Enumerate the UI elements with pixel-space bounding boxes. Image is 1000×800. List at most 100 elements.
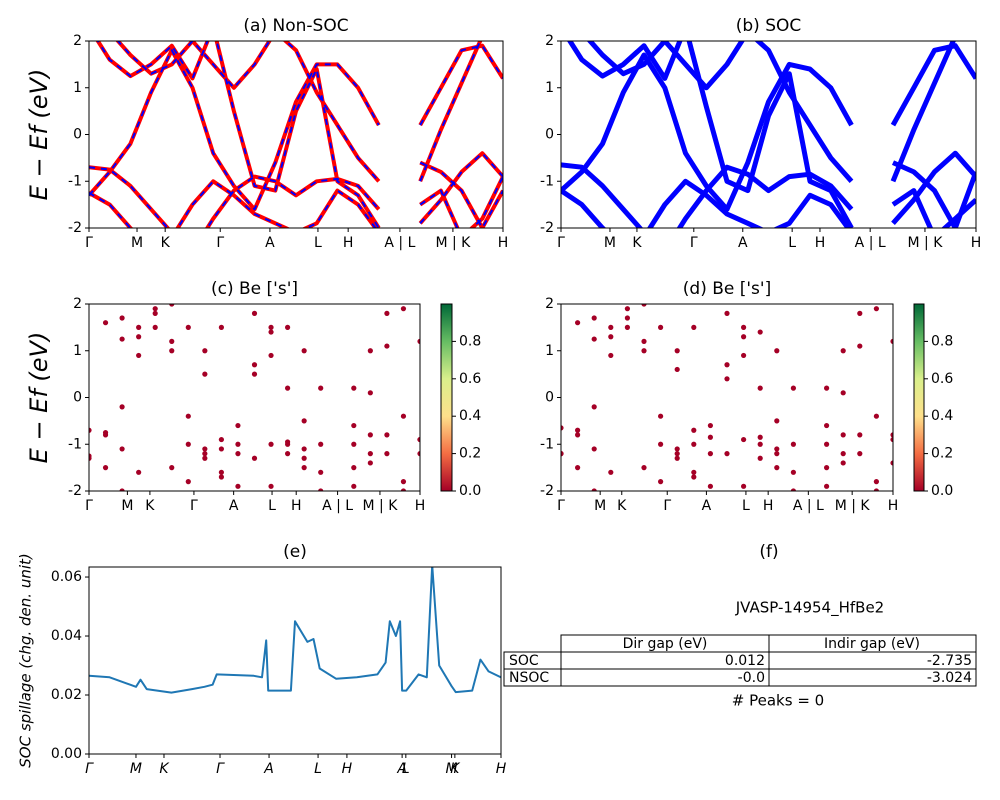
band-point bbox=[417, 451, 420, 457]
x-tick-label: L bbox=[788, 235, 796, 251]
band-line bbox=[89, 161, 503, 228]
band-point bbox=[558, 278, 563, 283]
band-point bbox=[857, 343, 863, 349]
band-point bbox=[301, 455, 307, 461]
band-point bbox=[591, 446, 597, 452]
band-point bbox=[251, 362, 258, 368]
band-point bbox=[591, 336, 597, 342]
band-point bbox=[774, 348, 780, 354]
band-point bbox=[251, 371, 258, 377]
band-point bbox=[774, 446, 780, 452]
x-tick-label: A bbox=[396, 761, 407, 777]
band-point bbox=[707, 451, 714, 457]
x-tick-label: M | K bbox=[435, 235, 471, 251]
band-point bbox=[840, 432, 846, 438]
band-point bbox=[890, 460, 893, 466]
band-point bbox=[351, 385, 357, 391]
colorbar bbox=[440, 303, 453, 492]
band-point bbox=[384, 310, 390, 316]
x-tick-label: A | L bbox=[793, 498, 824, 514]
x-tick-label: H bbox=[888, 498, 899, 514]
band-point bbox=[301, 446, 307, 452]
x-tick-label: H bbox=[343, 235, 354, 251]
y-tick-label: 0.04 bbox=[51, 628, 82, 644]
band-point bbox=[186, 287, 191, 292]
band-point bbox=[890, 278, 895, 283]
band-point bbox=[400, 479, 407, 485]
band-point bbox=[152, 324, 158, 330]
band-point bbox=[824, 385, 830, 391]
gap-table bbox=[503, 634, 977, 687]
band-point bbox=[235, 422, 241, 429]
band-point bbox=[641, 338, 647, 344]
band-point bbox=[575, 292, 580, 297]
band-line bbox=[89, 176, 503, 228]
band-point bbox=[857, 451, 863, 457]
x-tick-label: M | K bbox=[835, 498, 871, 514]
band-point bbox=[658, 413, 664, 419]
y-tick-label: 0 bbox=[545, 390, 554, 406]
band-point bbox=[301, 465, 307, 471]
band-point bbox=[857, 310, 863, 316]
band-point bbox=[251, 455, 258, 461]
band-point bbox=[251, 310, 258, 316]
band-point bbox=[218, 324, 224, 330]
x-tick-label: H bbox=[763, 498, 774, 514]
band-point bbox=[741, 324, 747, 330]
band-point bbox=[384, 343, 390, 349]
panel-title: (c) Be ['s'] bbox=[211, 279, 298, 299]
table-header: Indir gap (eV) bbox=[824, 636, 920, 652]
band-point bbox=[401, 297, 406, 302]
colorbar-tick-label: 0.8 bbox=[931, 333, 953, 349]
x-tick-label: H bbox=[815, 235, 826, 251]
band-point bbox=[136, 469, 142, 475]
band-point bbox=[218, 469, 224, 475]
plot-area bbox=[89, 287, 420, 491]
y-tick-label: 0 bbox=[545, 127, 554, 143]
band-point bbox=[169, 465, 175, 471]
band-point bbox=[757, 441, 763, 447]
table-cell: -0.0 bbox=[738, 670, 765, 686]
x-tick-label: Γ bbox=[690, 235, 698, 251]
axes-frame bbox=[560, 40, 977, 229]
x-tick-label: H bbox=[342, 761, 353, 777]
band-point bbox=[608, 469, 614, 475]
band-point bbox=[102, 320, 109, 326]
band-point bbox=[624, 315, 631, 321]
x-tick-label: M bbox=[594, 498, 606, 514]
band-point bbox=[89, 427, 92, 433]
colorbar bbox=[913, 303, 925, 492]
peaks-note: # Peaks = 0 bbox=[732, 692, 824, 710]
band-point bbox=[119, 488, 125, 491]
band-point bbox=[824, 483, 830, 489]
y-tick-label: -2 bbox=[540, 220, 554, 236]
band-point bbox=[301, 348, 307, 354]
band-point bbox=[674, 366, 680, 373]
plot-area bbox=[558, 278, 895, 498]
table-cell: 0.012 bbox=[725, 653, 765, 669]
band-point bbox=[235, 483, 241, 489]
x-tick-label: M bbox=[446, 761, 458, 777]
band-point bbox=[757, 455, 763, 461]
x-tick-label: Γ bbox=[85, 235, 93, 251]
table-cell: -3.024 bbox=[927, 670, 972, 686]
band-point bbox=[674, 455, 680, 461]
band-point bbox=[102, 465, 109, 471]
band-point bbox=[561, 451, 564, 457]
y-axis-label: E − Ef (eV) bbox=[25, 69, 53, 201]
material-label: JVASP-14954_HfBe2 bbox=[735, 599, 884, 618]
band-line bbox=[561, 178, 976, 228]
colorbar-tick-label: 0.4 bbox=[931, 408, 953, 424]
y-tick-label: -1 bbox=[68, 173, 82, 189]
band-point bbox=[169, 348, 175, 354]
band-point bbox=[724, 493, 729, 498]
colorbar-tick-label: 0.4 bbox=[459, 408, 481, 424]
band-point bbox=[285, 451, 291, 457]
colorbar-tick-label: 0.6 bbox=[931, 371, 953, 387]
band-point bbox=[824, 465, 830, 471]
band-point bbox=[119, 336, 125, 342]
band-point bbox=[724, 376, 730, 382]
y-axis-label: SOC spillage (chg. den. unit) bbox=[17, 553, 35, 768]
band-point bbox=[608, 334, 614, 340]
